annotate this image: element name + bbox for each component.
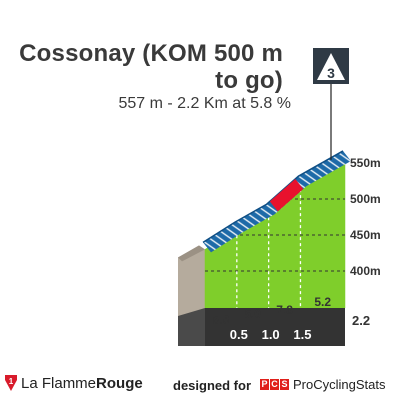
la-flamme-rouge-text: La FlammeRouge: [21, 374, 143, 392]
gradient-label-4: 5.2: [314, 295, 331, 309]
designed-for-label: designed for: [173, 378, 252, 393]
climb-subtitle: 557 m - 2.2 Km at 5.8 %: [118, 95, 291, 112]
procyclingstats-name: ProCyclingStats: [293, 377, 386, 392]
base-bar-side: [178, 308, 205, 346]
gradient-label-1: 5.6: [213, 313, 230, 327]
la-flamme-rouge-logo[interactable]: 1 La FlammeRouge: [4, 374, 143, 392]
road-band-top-edge: [202, 150, 344, 244]
total-distance-label: 2.2: [352, 313, 370, 328]
gradient-label-3: 7.8: [276, 303, 293, 317]
gradient-label-2: 5.0: [244, 307, 261, 321]
y-tick-label-550: 550m: [350, 156, 381, 170]
y-tick-label-400: 400m: [350, 264, 381, 278]
steep-section: [269, 178, 304, 212]
kom-triangle-icon: [317, 53, 345, 80]
x-tick-label-3: 1.5: [293, 327, 311, 342]
pcs-letter-c: C: [270, 379, 279, 390]
climb-title: Cossonay (KOM 500 m to go): [19, 40, 283, 94]
y-tick-label-450: 450m: [350, 228, 381, 242]
pcs-letter-s: S: [280, 379, 289, 390]
footer: 1 La FlammeRouge designed for P C S ProC…: [0, 370, 405, 402]
pcs-letter-p: P: [260, 379, 269, 390]
distance-base-bar: [205, 308, 345, 346]
svg-text:1: 1: [9, 377, 14, 386]
flame-icon: 1: [5, 375, 17, 391]
kom-category-label: 3: [327, 65, 335, 81]
y-tick-label-500: 500m: [350, 192, 381, 206]
procyclingstats-logo[interactable]: P C S ProCyclingStats: [260, 377, 385, 392]
start-wall-top: [178, 245, 205, 262]
x-tick-label-1: 0.5: [230, 327, 248, 342]
elevation-profile-chart: 400m 450m 500m 550m 5.6 5.0 7.8 5.2 0.5 1.0 1.5 2.2…: [178, 48, 381, 346]
x-tick-label-2: 1.0: [262, 327, 280, 342]
